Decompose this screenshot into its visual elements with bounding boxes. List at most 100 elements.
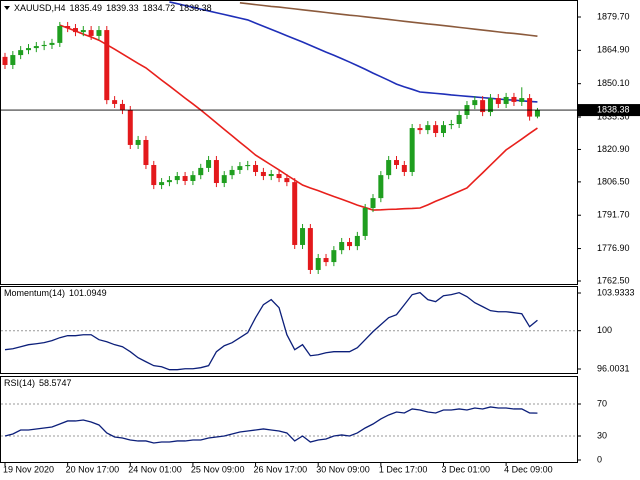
y-tick-label: 1864.90 — [597, 45, 630, 55]
candle-body — [401, 164, 407, 172]
candle-body — [417, 128, 423, 131]
candle-body — [206, 160, 212, 168]
menu-triangle — [4, 6, 10, 10]
y-tick-label: 1762.50 — [597, 275, 630, 285]
y-tick-label: 30 — [597, 430, 607, 440]
indicator-header: RSI(14) 58.5747 — [4, 378, 72, 388]
chart-header: XAUUSD,H4 1835.49 1839.33 1834.72 1838.38 — [14, 3, 212, 13]
y-tick-label: 1850.10 — [597, 78, 630, 88]
indicator-name: RSI(14) — [4, 378, 35, 388]
candle-body — [394, 160, 399, 165]
indicator-line — [169, 1, 538, 103]
candle-body — [174, 176, 180, 181]
candle-body — [307, 228, 313, 270]
ohlc-value: 1838.38 — [179, 3, 212, 13]
candle-body — [480, 100, 486, 113]
candle-body — [276, 174, 282, 179]
indicator-line — [4, 406, 538, 444]
candle-body — [534, 110, 540, 117]
candle-body — [245, 164, 251, 167]
candle-body — [104, 30, 110, 101]
y-tick-label: 1806.50 — [597, 176, 630, 186]
panel-content — [2, 1, 540, 275]
candle-body — [198, 167, 204, 176]
candle-body — [41, 44, 47, 47]
candle-body — [72, 28, 78, 33]
candle-body — [2, 56, 8, 65]
candle-body — [300, 228, 306, 245]
y-tick-label: 1820.90 — [597, 144, 630, 154]
y-tick-label: 1879.70 — [597, 11, 630, 21]
x-tick-label: 25 Nov 09:00 — [191, 464, 245, 474]
candle-body — [213, 160, 219, 184]
ohlc-value: 1835.49 — [70, 3, 103, 13]
y-tick-label: 70 — [597, 398, 607, 408]
current-price-label: 1838.38 — [597, 104, 630, 114]
indicator-value: 101.0949 — [69, 288, 107, 298]
momentum-panel — [0, 286, 578, 374]
x-tick-label: 30 Nov 09:00 — [316, 464, 370, 474]
candle-body — [362, 208, 368, 236]
y-tick-label: 1791.70 — [597, 210, 630, 220]
candle-body — [49, 42, 55, 45]
y-tick-label: 0 — [597, 454, 602, 464]
y-tick-label: 96.0031 — [597, 363, 630, 373]
candle-body — [96, 30, 102, 36]
candle-body — [315, 258, 321, 270]
candle-body — [166, 180, 172, 183]
x-tick-label: 19 Nov 2020 — [3, 464, 54, 474]
current-price-box — [578, 104, 640, 117]
candle-body — [503, 96, 509, 104]
indicator-line — [59, 24, 538, 211]
candle-body — [119, 103, 125, 111]
candle-body — [339, 242, 345, 251]
symbol: XAUUSD,H4 — [14, 3, 66, 13]
candle-body — [323, 258, 329, 263]
candle-body — [135, 139, 141, 145]
candle-body — [57, 26, 63, 43]
candle-body — [495, 98, 501, 104]
candle-body — [88, 30, 94, 36]
candle-body — [260, 171, 266, 177]
candle-body — [448, 123, 454, 126]
candle-body — [159, 182, 165, 186]
candle-body — [292, 182, 298, 245]
candle-body — [284, 178, 290, 183]
candle-body — [253, 164, 259, 172]
y-tick-label: 100 — [597, 325, 612, 335]
candle-body — [511, 96, 517, 102]
indicator-line — [239, 2, 538, 37]
y-tick-label: 103.9333 — [597, 287, 635, 297]
candle-body — [378, 175, 384, 199]
candle-body — [18, 50, 24, 56]
candle-body — [237, 166, 243, 170]
candle-body — [143, 139, 149, 165]
x-tick-label: 26 Nov 17:00 — [254, 464, 308, 474]
candle-body — [268, 174, 274, 177]
candle-body — [80, 30, 86, 33]
candle-body — [25, 48, 31, 51]
candle-body — [425, 125, 431, 131]
candle-body — [409, 128, 415, 172]
panel-content — [1, 403, 577, 444]
candle-body — [10, 55, 16, 65]
y-tick-label: 1835.30 — [597, 111, 630, 121]
candle-body — [127, 110, 133, 145]
indicator-value: 58.5747 — [39, 378, 72, 388]
candle-body — [331, 250, 337, 263]
candle-body — [151, 164, 157, 186]
candle-body — [370, 198, 376, 209]
price-panel — [0, 0, 578, 285]
ohlc-value: 1834.72 — [143, 3, 176, 13]
x-tick-label: 1 Dec 17:00 — [379, 464, 428, 474]
rsi-panel — [0, 376, 578, 463]
x-tick-label: 3 Dec 01:00 — [441, 464, 490, 474]
y-tick-label: 1776.90 — [597, 243, 630, 253]
candle-body — [190, 175, 196, 181]
candle-body — [112, 100, 118, 104]
candle-body — [440, 125, 446, 134]
candle-body — [433, 125, 439, 134]
panel-content — [1, 291, 577, 371]
candle-body — [221, 175, 227, 184]
ohlc-value: 1839.33 — [106, 3, 139, 13]
